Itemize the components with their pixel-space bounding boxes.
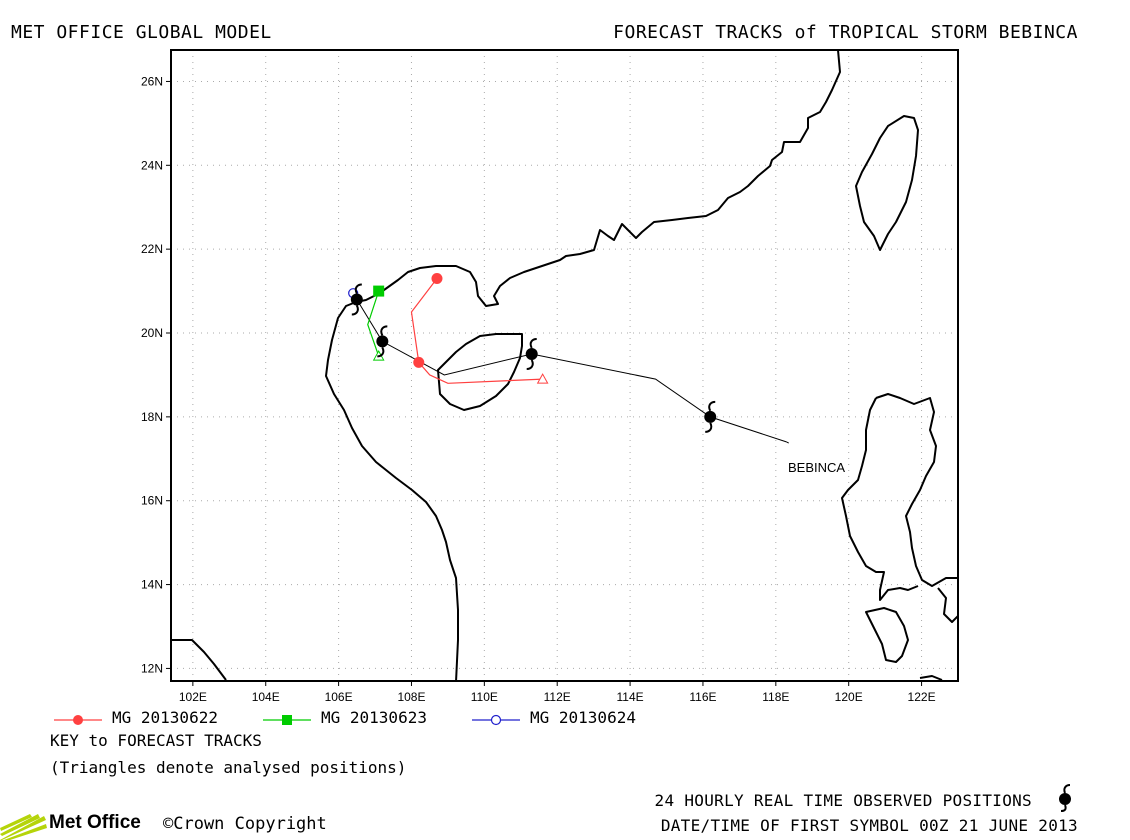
typhoon-symbol-icon — [1059, 784, 1071, 812]
observed-position-symbol — [376, 325, 389, 358]
lon-tick-label: 108E — [397, 690, 425, 704]
mainland-coast — [325, 50, 841, 681]
axis-ticks: 102E 104E 106E 108E 110E 112E 114E 116E 118E 120E… — [141, 74, 936, 704]
legend-label-1: MG 20130622 — [112, 708, 218, 727]
luzon-coast — [875, 393, 958, 587]
blue-track-swatch — [472, 712, 520, 726]
first-symbol-datetime: DATE/TIME OF FIRST SYMBOL 00Z 21 JUNE 20… — [660, 816, 1078, 835]
mindoro-coast — [865, 607, 909, 663]
observed-track-line — [356, 299, 787, 443]
lon-tick-label: 112E — [544, 690, 571, 704]
storm-label: BEBINCA — [788, 460, 845, 475]
lat-tick-label: 26N — [141, 74, 163, 88]
analysed-position-triangle — [536, 373, 549, 384]
hainan-coast — [437, 333, 523, 411]
lon-tick-label: 122E — [908, 690, 936, 704]
lon-tick-label: 106E — [325, 690, 353, 704]
forecast-track-line — [367, 290, 380, 357]
lat-tick-label: 16N — [141, 494, 163, 508]
lat-lon-grid — [171, 50, 958, 681]
storm-label-leader — [786, 441, 789, 444]
legend-item-1: MG 20130622 — [54, 708, 218, 727]
lon-tick-label: 110E — [471, 690, 498, 704]
lon-tick-label: 102E — [179, 690, 207, 704]
forecast-position-marker — [431, 273, 443, 285]
map-frame — [170, 49, 959, 682]
lat-tick-label: 18N — [141, 410, 163, 424]
forecast-position-marker — [373, 285, 385, 297]
key-title: KEY to FORECAST TRACKS — [50, 731, 262, 750]
green-track-swatch — [263, 712, 311, 726]
legend-label-3: MG 20130624 — [530, 708, 636, 727]
lon-tick-label: 120E — [835, 690, 863, 704]
cambodia-coast — [171, 639, 227, 681]
forecast-track-line — [410, 278, 543, 384]
coastline — [171, 50, 958, 681]
panay-coast — [919, 675, 943, 681]
lon-tick-label: 116E — [689, 690, 716, 704]
red-track-swatch — [54, 712, 102, 726]
lon-tick-label: 118E — [762, 690, 789, 704]
lat-tick-label: 24N — [141, 158, 163, 172]
samar-coast — [937, 587, 958, 623]
lat-tick-label: 14N — [141, 578, 163, 592]
storm-tracks — [348, 273, 789, 444]
lat-tick-label: 12N — [141, 661, 163, 675]
lon-tick-label: 114E — [617, 690, 644, 704]
copyright: ©Crown Copyright — [163, 814, 327, 834]
right-title: FORECAST TRACKS of TROPICAL STORM BEBINC… — [613, 22, 1078, 43]
left-title: MET OFFICE GLOBAL MODEL — [11, 22, 272, 43]
legend-label-2: MG 20130623 — [321, 708, 427, 727]
logo-text: Met Office — [49, 812, 141, 833]
taiwan-coast — [855, 115, 919, 251]
triangle-note: (Triangles denote analysed positions) — [50, 758, 407, 777]
lat-tick-label: 20N — [141, 326, 163, 340]
observed-position-symbol — [525, 337, 538, 370]
observed-positions-note: 24 HOURLY REAL TIME OBSERVED POSITIONS — [654, 791, 1032, 810]
luzon-west-coast — [841, 397, 919, 601]
legend-item-2: MG 20130623 — [263, 708, 427, 727]
legend-item-3: MG 20130624 — [472, 708, 636, 727]
observed-position-symbol — [350, 283, 363, 316]
met-office-logo-icon — [0, 814, 47, 840]
lon-tick-label: 104E — [252, 690, 280, 704]
observed-position-symbol — [704, 400, 717, 433]
lat-tick-label: 22N — [141, 242, 163, 256]
forecast-position-marker — [413, 356, 425, 368]
